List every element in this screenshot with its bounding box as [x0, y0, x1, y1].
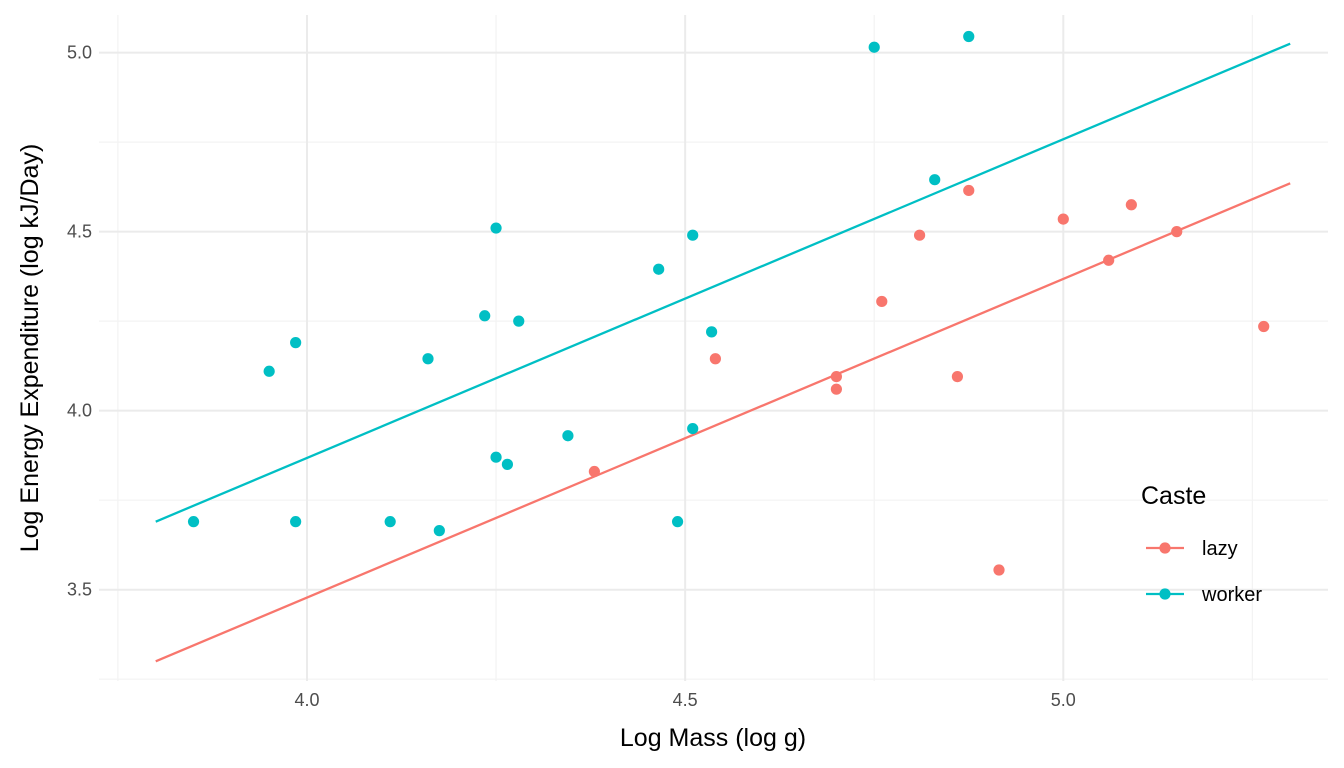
data-point-lazy: [1103, 254, 1115, 266]
minor-gridlines: [99, 15, 1328, 681]
data-point-lazy: [830, 383, 843, 395]
data-point-lazy: [951, 371, 964, 383]
data-point-worker: [501, 458, 514, 470]
y-tick-label: 4.0: [67, 401, 92, 421]
data-point-worker: [513, 315, 525, 327]
major-gridlines: [99, 15, 1328, 681]
data-point-worker: [671, 516, 684, 528]
x-tick-label: 4.5: [673, 690, 698, 710]
data-point-worker: [929, 174, 941, 186]
y-tick-label: 4.5: [67, 222, 92, 242]
data-point-worker: [187, 516, 200, 528]
x-tick-label: 5.0: [1051, 690, 1076, 710]
y-axis-ticks: 3.5 4.0 4.5 5.0: [67, 43, 92, 600]
y-axis-title: Log Energy Expenditure (log kJ/Day): [16, 144, 44, 553]
data-point-worker: [687, 422, 699, 435]
x-axis-title: Log Mass (log g): [620, 724, 806, 752]
legend-key-point: [1159, 588, 1171, 600]
legend-key-point: [1159, 542, 1171, 554]
legend-title: Caste: [1141, 482, 1206, 510]
data-point-worker: [868, 41, 880, 53]
data-point-worker: [422, 353, 434, 365]
data-point-lazy: [588, 465, 600, 478]
data-point-worker: [687, 229, 699, 241]
data-point-lazy: [913, 229, 926, 241]
data-point-lazy: [876, 295, 888, 308]
y-tick-label: 5.0: [67, 43, 92, 63]
data-point-worker: [290, 516, 302, 528]
data-point-lazy: [963, 184, 975, 197]
data-point-lazy: [1057, 213, 1069, 225]
data-point-worker: [263, 365, 275, 377]
data-points: [187, 30, 1270, 576]
data-point-worker: [963, 30, 975, 43]
data-point-lazy: [709, 353, 721, 365]
legend-label: worker: [1201, 584, 1262, 606]
y-tick-label: 3.5: [67, 580, 92, 600]
data-point-worker: [490, 222, 502, 234]
data-point-worker: [490, 451, 502, 463]
data-point-lazy: [1125, 199, 1137, 211]
x-tick-label: 4.0: [294, 690, 319, 710]
fit-line-worker: [155, 42, 1291, 523]
data-point-worker: [433, 525, 445, 537]
data-point-worker: [706, 326, 718, 338]
legend: Caste lazy worker: [1141, 482, 1262, 606]
data-point-worker: [290, 337, 302, 349]
data-point-lazy: [1171, 226, 1183, 238]
data-point-worker: [479, 310, 491, 322]
data-point-lazy: [993, 564, 1005, 576]
x-axis-ticks: 4.0 4.5 5.0: [294, 690, 1075, 710]
data-point-lazy: [830, 371, 843, 383]
data-point-worker: [562, 430, 574, 442]
fit-line-lazy: [155, 182, 1291, 663]
data-point-lazy: [1258, 320, 1270, 333]
data-point-worker: [384, 516, 396, 528]
legend-label: lazy: [1202, 538, 1238, 560]
fit-lines: [155, 42, 1291, 663]
data-point-worker: [653, 263, 665, 275]
